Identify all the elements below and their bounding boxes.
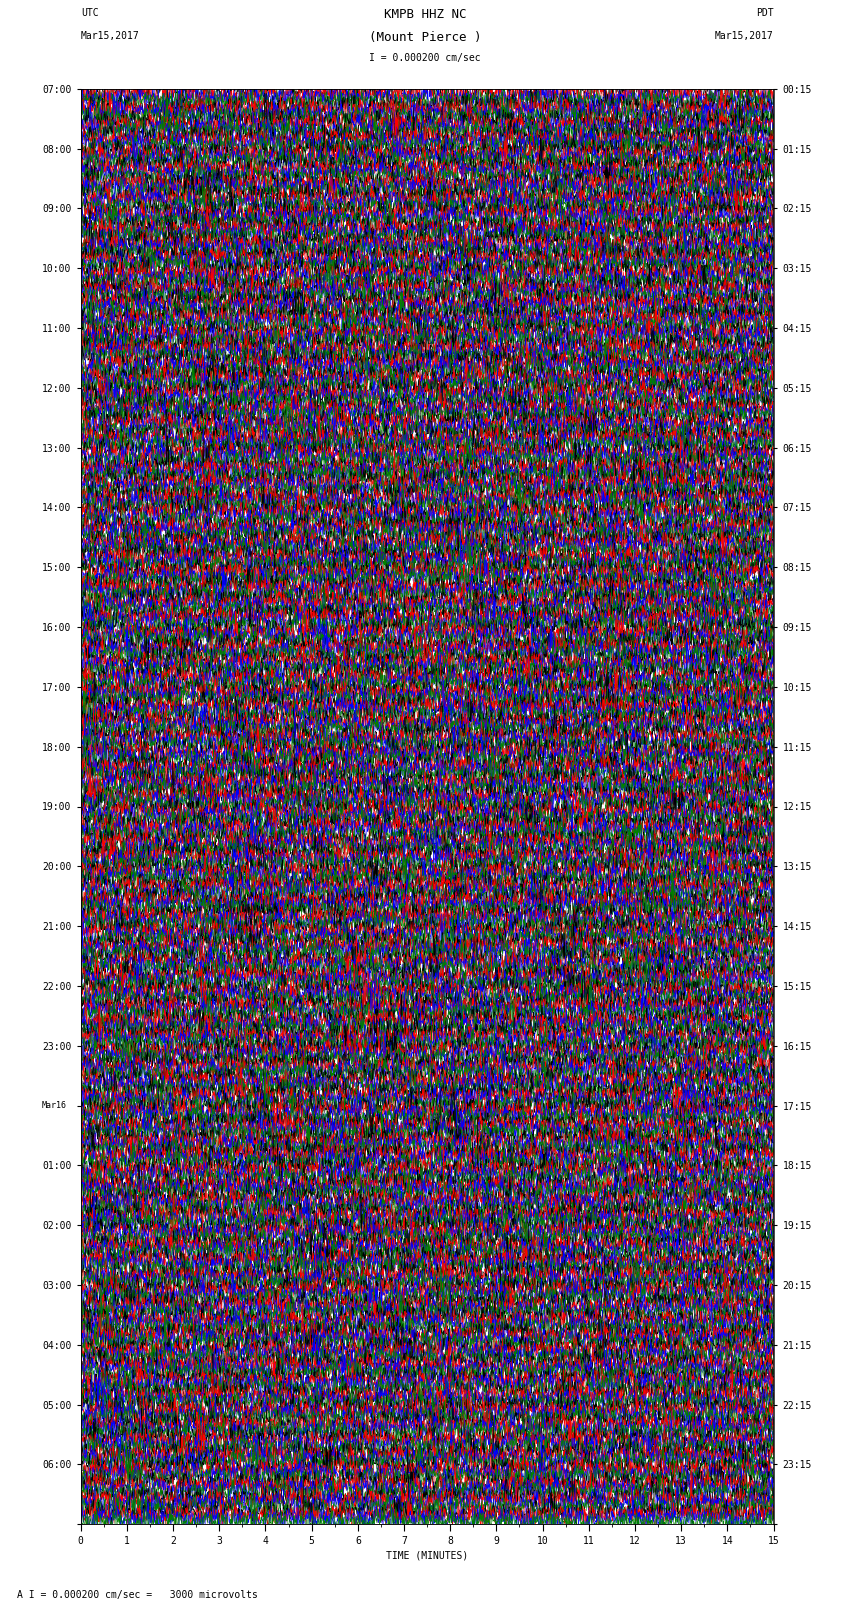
Text: (Mount Pierce ): (Mount Pierce ) [369,31,481,44]
Text: Mar15,2017: Mar15,2017 [715,31,774,40]
Text: KMPB HHZ NC: KMPB HHZ NC [383,8,467,21]
Text: I = 0.000200 cm/sec: I = 0.000200 cm/sec [369,53,481,63]
Text: A I = 0.000200 cm/sec =   3000 microvolts: A I = 0.000200 cm/sec = 3000 microvolts [17,1590,258,1600]
Text: Mar16: Mar16 [42,1102,67,1110]
Text: PDT: PDT [756,8,774,18]
Text: Mar15,2017: Mar15,2017 [81,31,139,40]
Text: UTC: UTC [81,8,99,18]
X-axis label: TIME (MINUTES): TIME (MINUTES) [386,1550,468,1560]
